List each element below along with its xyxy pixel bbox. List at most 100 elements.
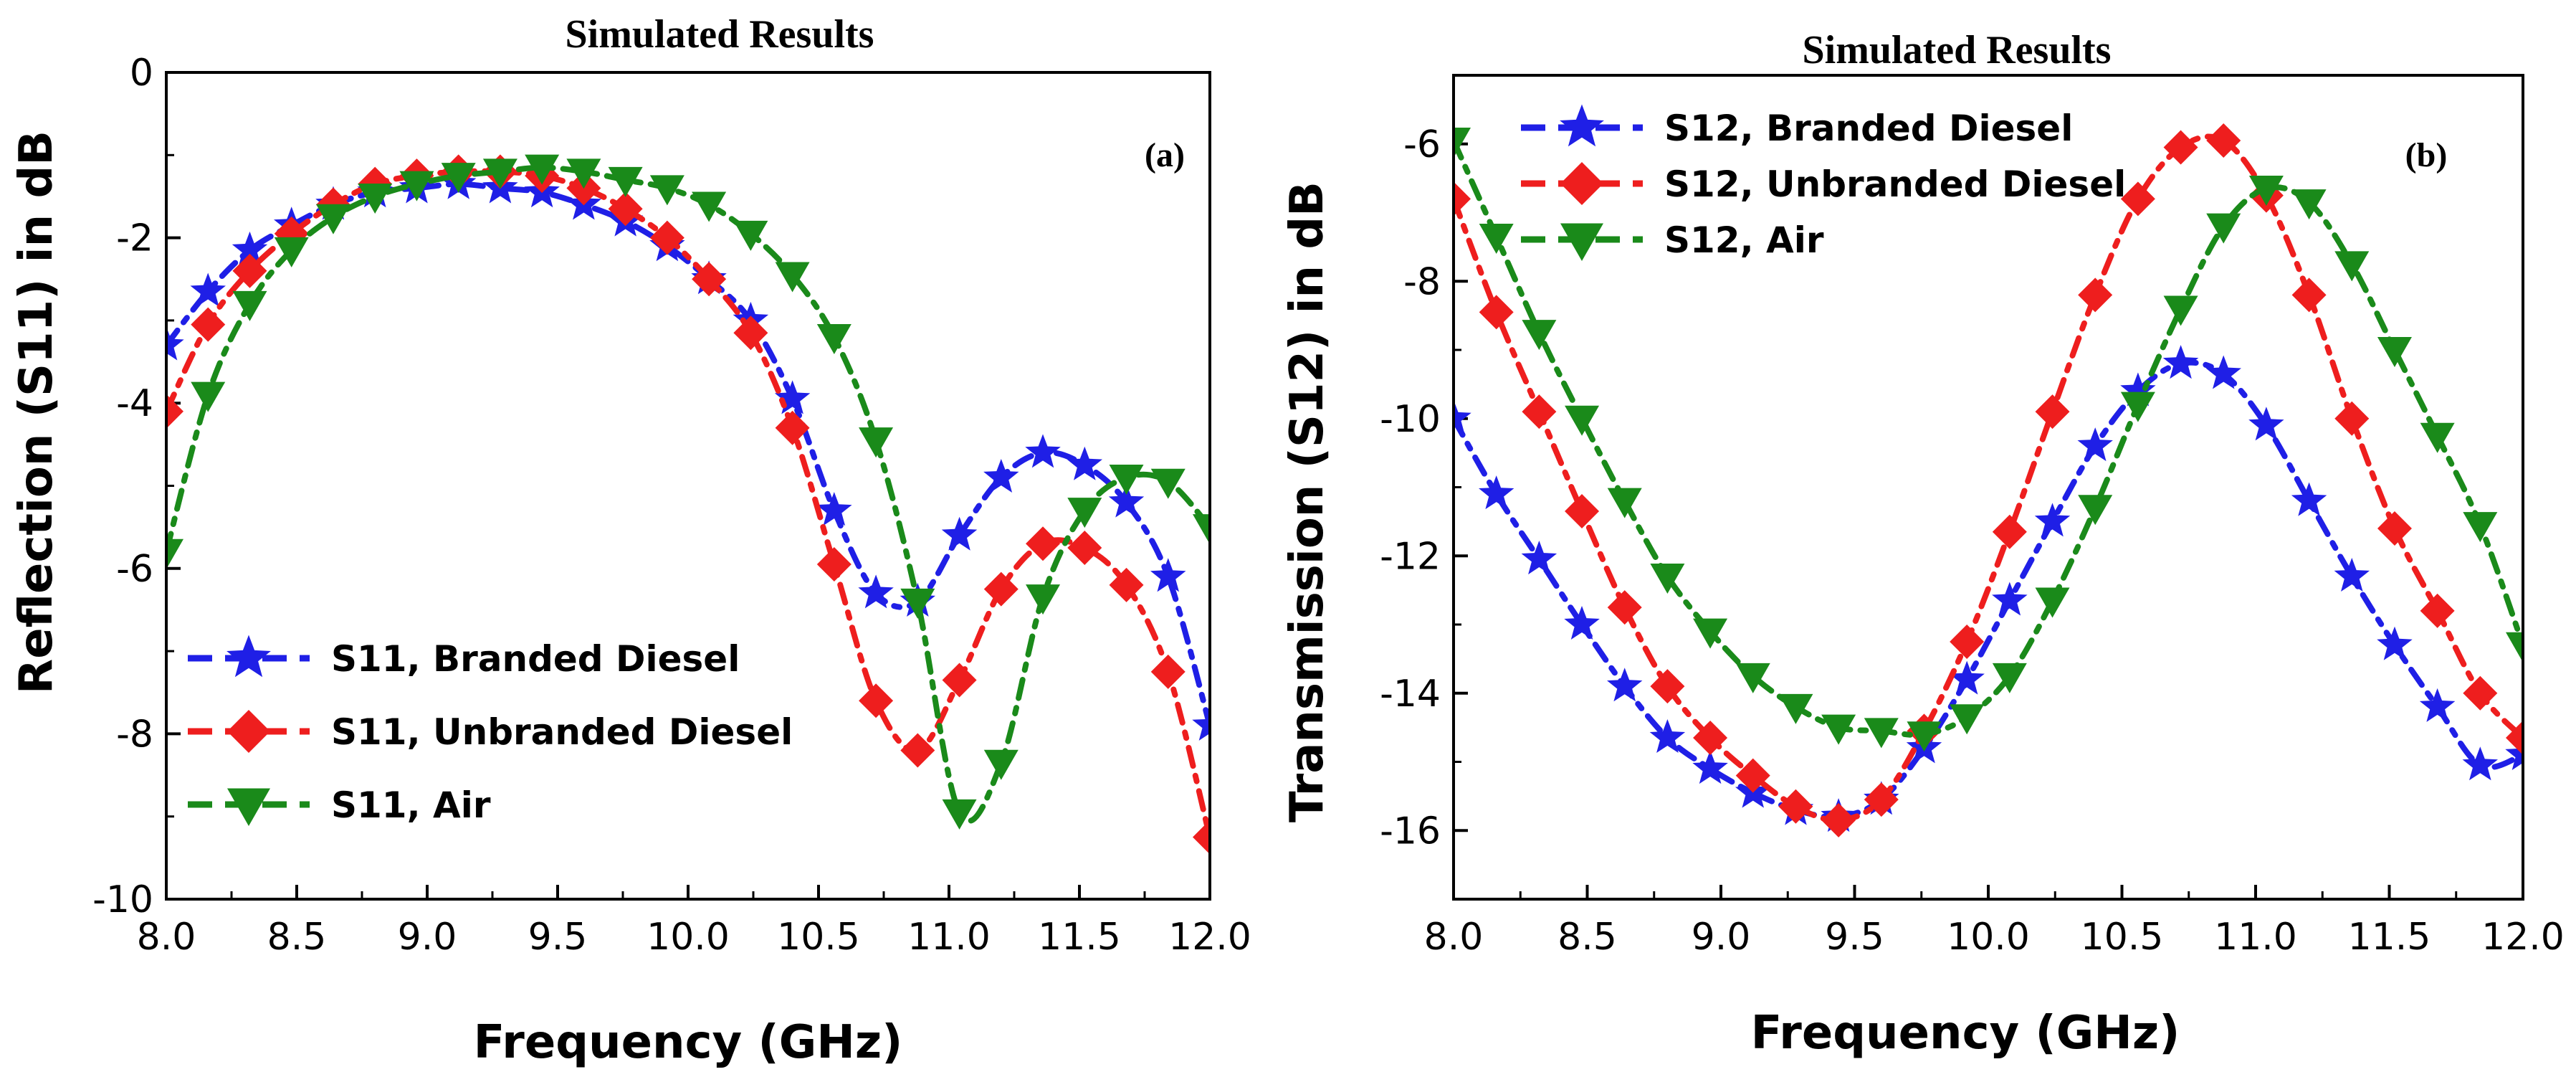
triangle-down-marker xyxy=(608,166,643,197)
triangle-down-marker xyxy=(232,290,267,321)
diamond-marker xyxy=(227,710,270,753)
triangle-down-marker xyxy=(2420,422,2455,453)
star-marker xyxy=(2077,427,2113,462)
series-air xyxy=(1454,127,2523,752)
triangle-down-marker xyxy=(1607,488,1642,518)
legend-label: S12, Air xyxy=(1664,219,1824,261)
legend-label: S11, Branded Diesel xyxy=(331,638,740,680)
diamond-marker xyxy=(1522,394,1557,430)
y-axis-label: Transmission (S12) in dB xyxy=(1281,181,1334,822)
star-marker xyxy=(1649,719,1686,753)
diamond-marker xyxy=(2334,401,2370,436)
triangle-down-marker xyxy=(1864,718,1899,749)
diamond-marker xyxy=(2506,720,2523,755)
triangle-down-marker xyxy=(1067,498,1102,528)
triangle-down-marker xyxy=(1193,514,1210,545)
series-layer xyxy=(1454,123,2523,837)
diamond-marker xyxy=(191,307,226,342)
legend-item-air: S12, Air xyxy=(1521,219,1824,261)
triangle-down-marker xyxy=(1907,721,1942,752)
triangle-down-marker xyxy=(1026,584,1061,615)
y-tick-label: -4 xyxy=(116,382,153,425)
legend-label: S12, Branded Diesel xyxy=(1664,108,2073,149)
x-tick-label: 9.5 xyxy=(528,916,588,959)
star-marker xyxy=(2162,345,2199,379)
triangle-down-marker xyxy=(274,237,309,267)
x-tick-label: 12.0 xyxy=(1168,916,1251,959)
legend-item-air: S11, Air xyxy=(188,784,491,826)
diamond-marker xyxy=(900,733,935,768)
triangle-down-marker xyxy=(859,427,894,458)
x-tick-label: 10.5 xyxy=(777,916,860,959)
star-marker xyxy=(983,459,1019,493)
star-marker xyxy=(2248,407,2284,441)
x-tick-label: 10.0 xyxy=(1947,916,2030,959)
diamond-marker xyxy=(1565,494,1600,529)
chart-title: Simulated Results xyxy=(566,12,874,57)
triangle-down-marker xyxy=(1565,405,1600,436)
chart-title: Simulated Results xyxy=(1803,28,2112,72)
series-air xyxy=(166,154,1210,830)
star-marker xyxy=(1521,541,1557,575)
x-tick-label: 11.0 xyxy=(907,916,991,959)
triangle-down-marker xyxy=(1109,464,1144,495)
star-marker xyxy=(1692,750,1728,784)
triangle-down-marker xyxy=(733,220,768,251)
triangle-down-marker xyxy=(1950,704,1985,735)
star-marker xyxy=(1607,668,1643,702)
star-marker xyxy=(1150,558,1186,592)
star-marker xyxy=(858,574,894,609)
diamond-marker xyxy=(1150,654,1186,689)
triangle-down-marker xyxy=(692,191,727,222)
x-tick-label: 10.5 xyxy=(2081,916,2164,959)
diamond-marker xyxy=(1109,567,1144,602)
diamond-marker xyxy=(692,262,727,297)
diamond-marker xyxy=(859,683,894,718)
panel-label: (b) xyxy=(2405,136,2448,174)
triangle-down-marker xyxy=(227,788,270,826)
triangle-down-marker xyxy=(2248,175,2284,206)
star-marker xyxy=(232,231,268,265)
triangle-down-marker xyxy=(983,749,1019,780)
triangle-down-marker xyxy=(2035,587,2070,618)
tick-layer: 8.0 8.5 9.0 9.5 10.0 10.5 11.0 11.5 12.0 -6 -8 -10 -… xyxy=(1380,74,2565,959)
star-marker xyxy=(941,516,978,551)
legend-item-branded-diesel: S12, Branded Diesel xyxy=(1521,104,2073,149)
y-tick-label: -2 xyxy=(116,217,153,260)
diamond-marker xyxy=(1193,820,1210,855)
plot-frame xyxy=(1452,74,2524,901)
triangle-down-marker xyxy=(482,158,517,189)
diamond-marker xyxy=(1735,758,1770,793)
star-marker xyxy=(1108,483,1145,518)
y-axis-label: Reflection (S11) in dB xyxy=(10,130,63,694)
x-axis-label: Frequency (GHz) xyxy=(474,1016,903,1069)
star-marker xyxy=(2034,503,2071,537)
star-marker xyxy=(190,272,226,307)
diamond-marker xyxy=(1650,669,1685,704)
tick-layer: 8.0 8.5 9.0 9.5 10.0 10.5 11.0 11.5 12.0 0 -2 -4 -6 -… xyxy=(92,52,1251,959)
x-tick-label: 11.5 xyxy=(1038,916,1121,959)
triangle-down-marker xyxy=(1479,224,1514,255)
triangle-down-marker xyxy=(2463,512,2498,543)
diamond-marker xyxy=(649,220,684,255)
star-marker xyxy=(1560,104,1604,147)
diamond-marker xyxy=(2078,277,2113,313)
x-tick-label: 9.0 xyxy=(398,916,457,959)
x-tick-label: 9.0 xyxy=(1692,916,1751,959)
triangle-down-marker xyxy=(2291,189,2327,220)
star-marker xyxy=(1992,582,2028,616)
triangle-down-marker xyxy=(2377,337,2412,367)
diamond-marker xyxy=(1778,789,1813,824)
triangle-down-marker xyxy=(441,163,476,194)
triangle-down-marker xyxy=(315,204,350,234)
star-marker xyxy=(774,380,811,414)
x-tick-label: 8.5 xyxy=(267,916,327,959)
star-marker xyxy=(2120,372,2156,407)
diamond-marker xyxy=(2163,130,2198,165)
diamond-marker xyxy=(2035,394,2070,430)
star-marker xyxy=(816,492,852,526)
legend-label: S12, Unbranded Diesel xyxy=(1664,163,2126,205)
diamond-marker xyxy=(1607,590,1642,625)
triangle-down-marker xyxy=(2078,495,2113,526)
